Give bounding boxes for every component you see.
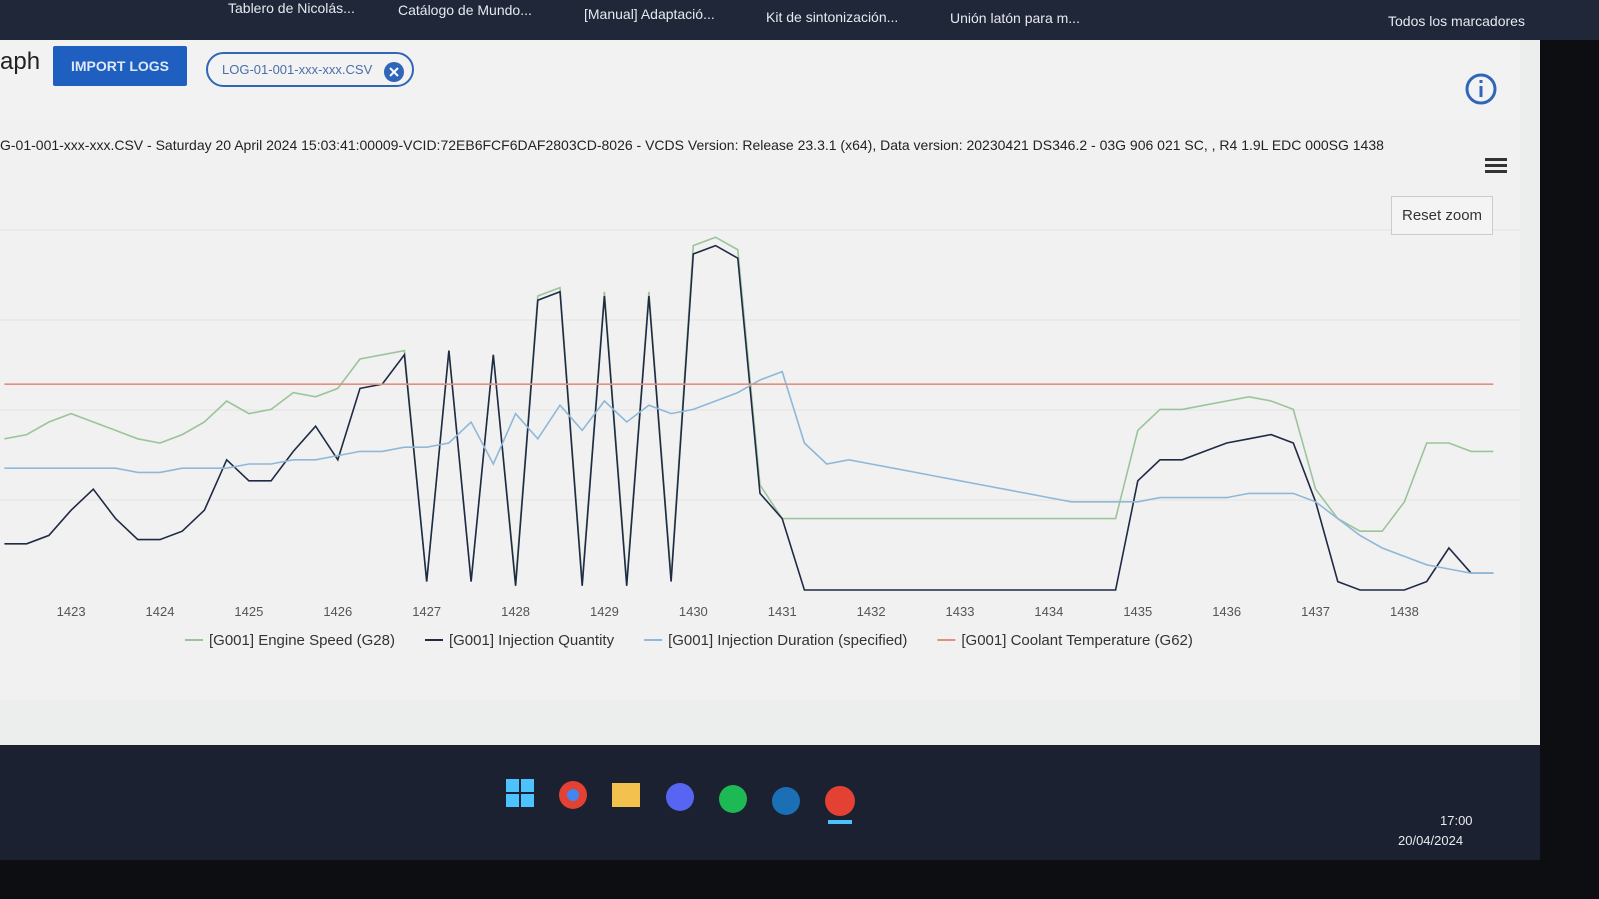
x-tick-label: 1424 [146, 604, 175, 619]
legend-label[interactable]: [G001] Injection Duration (specified) [668, 632, 907, 649]
bookmark[interactable]: [Manual] Adaptació... [584, 6, 715, 22]
app: aph IMPORT LOGS LOG-01-001-xxx-xxx.CSV G… [0, 40, 1540, 745]
series-line [4, 370, 1494, 574]
app-bar: aph IMPORT LOGS LOG-01-001-xxx-xxx.CSV [0, 40, 1520, 125]
series-line [4, 236, 1494, 582]
x-tick-label: 1429 [590, 604, 619, 619]
x-tick-label: 1430 [679, 604, 708, 619]
clock-time[interactable]: 17:00 [1440, 813, 1473, 828]
x-tick-label: 1425 [234, 604, 263, 619]
x-tick-label: 1431 [768, 604, 797, 619]
x-tick-label: 1435 [1123, 604, 1152, 619]
menu-icon[interactable] [1485, 158, 1507, 173]
app-title: aph [0, 48, 41, 75]
all-bookmarks[interactable]: Todos los marcadores [1388, 13, 1525, 29]
x-tick-label: 1432 [857, 604, 886, 619]
x-tick-label: 1438 [1390, 604, 1419, 619]
x-tick-label: 1436 [1212, 604, 1241, 619]
info-icon[interactable] [1464, 72, 1498, 106]
spotify-icon[interactable] [719, 785, 747, 813]
chart: G-01-001-xxx-xxx.CSV - Saturday 20 April… [0, 120, 1520, 700]
x-tick-label: 1423 [57, 604, 86, 619]
x-tick-label: 1428 [501, 604, 530, 619]
legend-label[interactable]: [G001] Engine Speed (G28) [209, 632, 395, 649]
steam-icon[interactable] [772, 787, 800, 815]
bookmark[interactable]: Unión latón para m... [950, 10, 1080, 26]
x-tick-label: 1434 [1034, 604, 1063, 619]
chip-remove[interactable] [383, 61, 405, 83]
bookmarks-bar: Tablero de Nicolás... Catálogo de Mundo.… [0, 0, 1599, 40]
x-tick-label: 1437 [1301, 604, 1330, 619]
legend-label[interactable]: [G001] Injection Quantity [449, 632, 615, 649]
bookmark[interactable]: Catálogo de Mundo... [398, 2, 532, 18]
series-line [4, 244, 1494, 591]
legend-label[interactable]: [G001] Coolant Temperature (G62) [961, 632, 1193, 649]
x-tick-label: 1433 [946, 604, 975, 619]
file-chip[interactable]: LOG-01-001-xxx-xxx.CSV [206, 52, 415, 87]
bookmark[interactable]: Kit de sintonización... [766, 9, 899, 25]
taskbar: 17:00 20/04/2024 [0, 745, 1540, 860]
discord-icon[interactable] [666, 783, 694, 811]
taskbar-icons [506, 779, 855, 824]
chrome-active-icon[interactable] [825, 786, 855, 816]
start-icon[interactable] [506, 779, 534, 807]
x-tick-label: 1426 [323, 604, 352, 619]
bookmark[interactable]: Tablero de Nicolás... [228, 0, 355, 16]
x-tick-label: 1427 [412, 604, 441, 619]
import-button[interactable]: IMPORT LOGS [53, 46, 187, 86]
clock-date[interactable]: 20/04/2024 [1398, 833, 1464, 848]
chart-title: G-01-001-xxx-xxx.CSV - Saturday 20 April… [0, 137, 1384, 153]
folder-icon[interactable] [612, 783, 640, 807]
reset-zoom[interactable]: Reset zoom [1391, 196, 1494, 235]
